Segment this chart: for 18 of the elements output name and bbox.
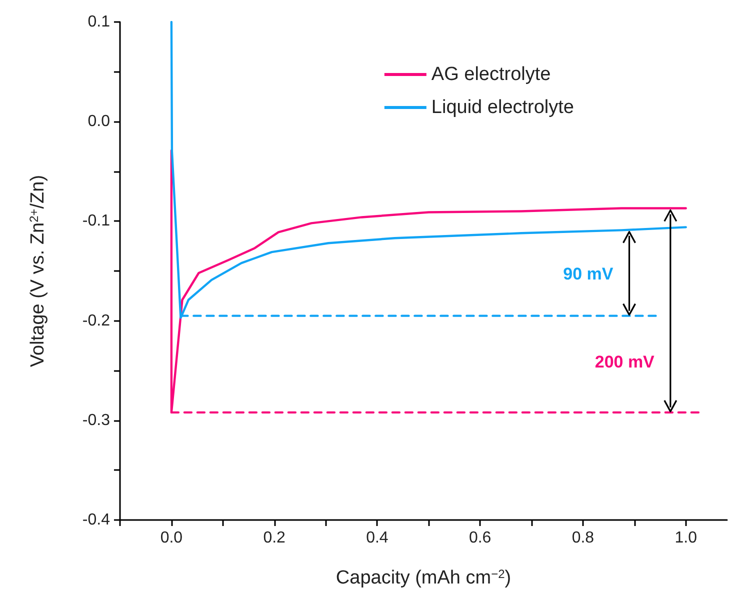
x-tick-label: 1.0	[674, 530, 698, 546]
x-tick-label: 0.0	[160, 530, 183, 546]
line-series	[170, 20, 687, 319]
legend-label: Liquid electrolyte	[431, 97, 574, 118]
y-tick-label: 0.1	[88, 14, 110, 30]
x-tick-label: 0.2	[263, 530, 286, 546]
y-tick-label: -0.2	[82, 312, 110, 330]
x-tick-label: 0.6	[468, 530, 492, 546]
y-tick-label: -0.4	[82, 512, 110, 528]
annotation: 200 mV	[594, 352, 656, 372]
y-tick-label: 0.0	[88, 113, 110, 130]
y-axis-title: Voltage (V vs. Zn2+/Zn)	[27, 174, 48, 368]
y-tick-label: -0.3	[82, 412, 110, 429]
legend-label: AG electrolyte	[431, 64, 551, 85]
y-tick-label: -0.1	[82, 212, 110, 230]
x-tick-label: 0.8	[572, 530, 594, 546]
annotation: 90 mV	[563, 264, 614, 284]
x-tick-label: 0.4	[366, 530, 388, 546]
